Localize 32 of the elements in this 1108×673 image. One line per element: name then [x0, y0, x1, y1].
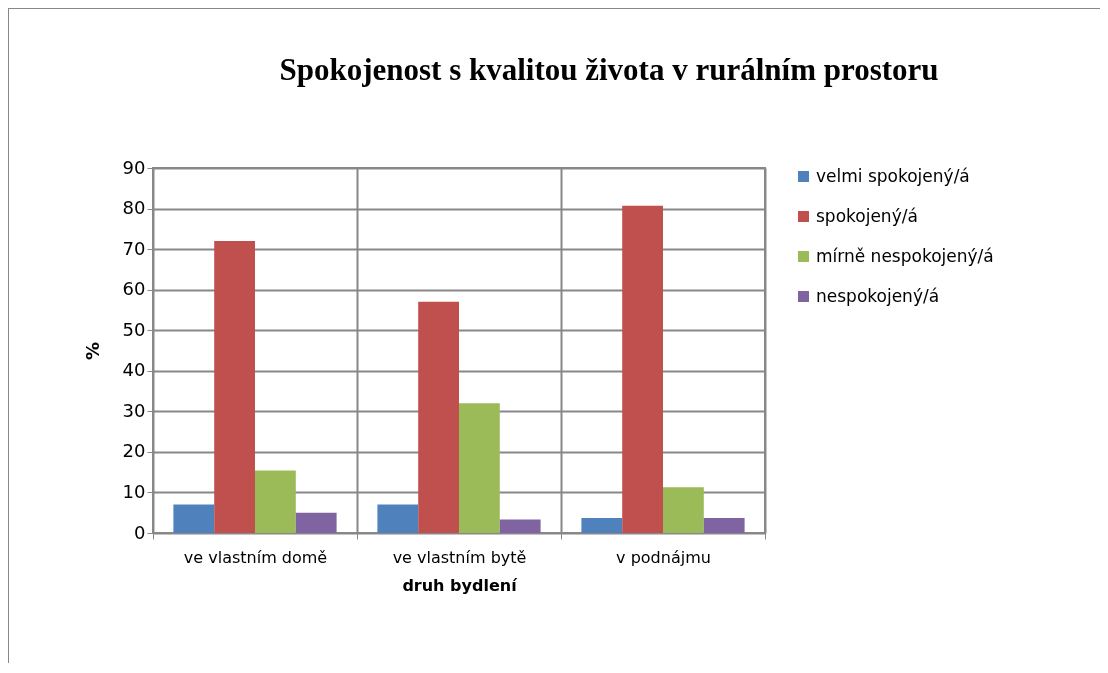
y-tick-label: 90 [122, 156, 146, 178]
x-tick-label: ve vlastním domě [183, 547, 328, 567]
x-tick-label: ve vlastním bytě [392, 547, 527, 567]
y-tick-label: 0 [134, 521, 146, 543]
bar [214, 241, 255, 533]
y-tick-label: 70 [122, 237, 146, 259]
x-axis-title: druh bydlení [402, 575, 519, 595]
legend-label: mírně nespokojený/á [816, 245, 994, 266]
bar [581, 517, 623, 533]
bar [499, 519, 541, 533]
y-tick-label: 50 [122, 318, 146, 340]
y-tick-label: 60 [122, 278, 146, 300]
y-tick-label: 80 [122, 197, 146, 219]
bar [459, 403, 500, 533]
bar [295, 512, 337, 533]
bar [418, 301, 459, 533]
y-tick-label: 40 [122, 359, 146, 381]
legend-label: nespokojený/á [816, 285, 940, 306]
bar [255, 470, 296, 533]
y-tick-label: 30 [122, 399, 146, 421]
bar [703, 517, 745, 533]
bar [377, 504, 419, 533]
bar [663, 487, 704, 533]
y-tick-label: 20 [122, 440, 146, 462]
bar [173, 504, 215, 533]
legend-label: spokojený/á [816, 205, 918, 226]
y-tick-label: 10 [122, 480, 146, 502]
y-axis-title: % [81, 341, 103, 361]
chart-title: Spokojenost s kvalitou života v rurálním prostoru [279, 52, 939, 87]
x-tick-label: v podnájmu [616, 547, 711, 567]
legend-label: velmi spokojený/á [816, 165, 970, 186]
bar [622, 205, 663, 533]
